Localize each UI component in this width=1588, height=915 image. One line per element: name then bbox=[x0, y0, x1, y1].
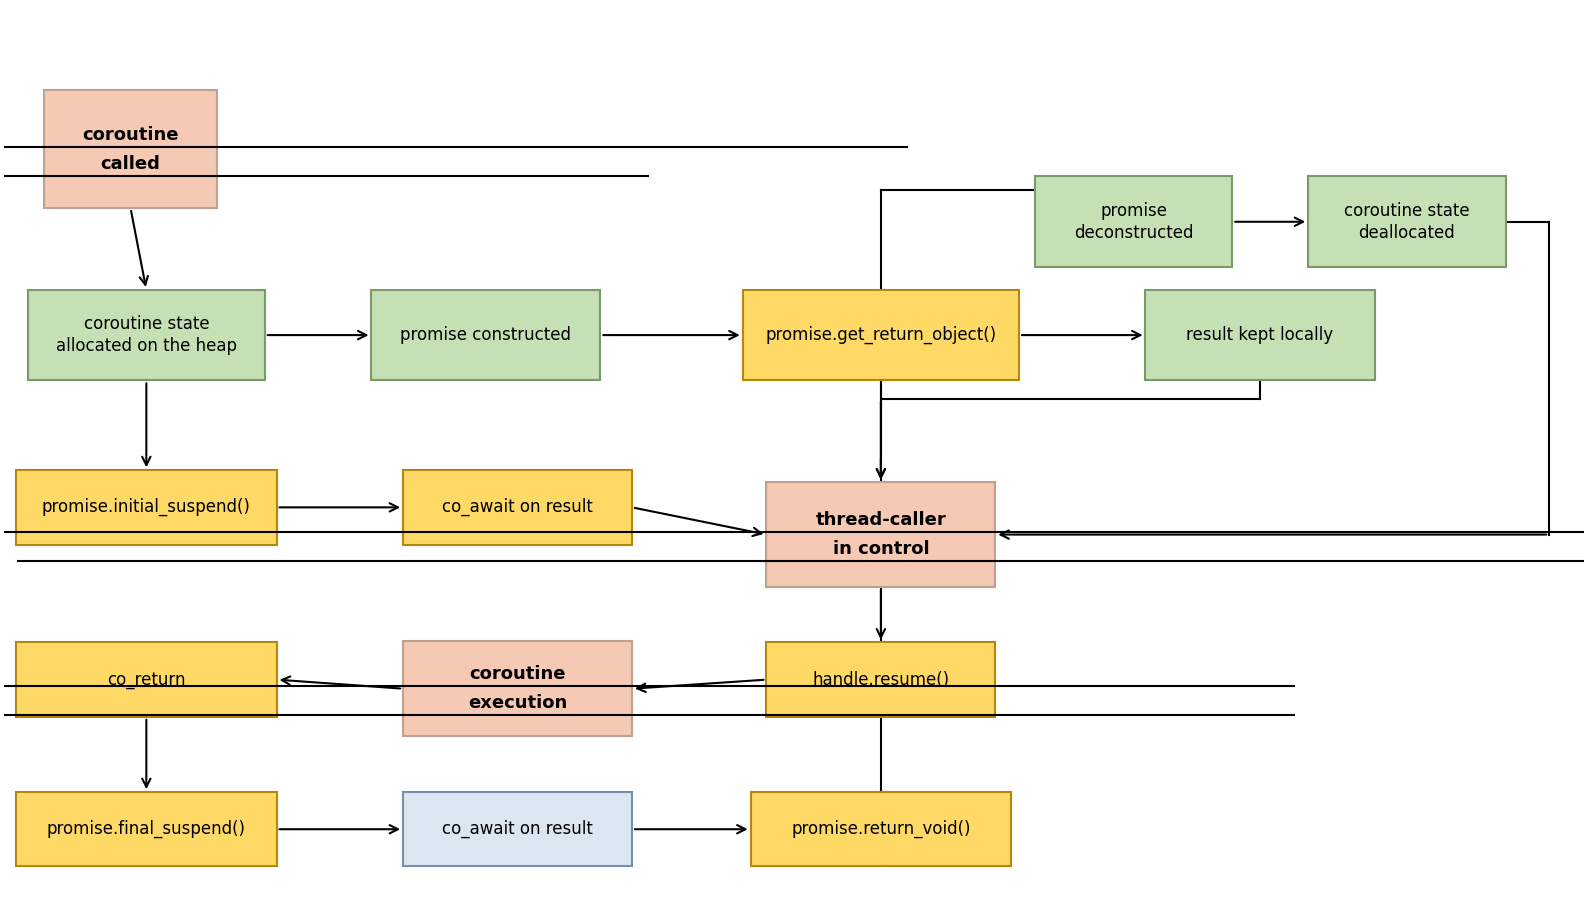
FancyBboxPatch shape bbox=[743, 290, 1019, 381]
FancyBboxPatch shape bbox=[403, 470, 632, 544]
FancyBboxPatch shape bbox=[403, 641, 632, 737]
Text: handle.resume(): handle.resume() bbox=[813, 671, 950, 689]
Text: co_await on result: co_await on result bbox=[441, 820, 592, 838]
FancyBboxPatch shape bbox=[751, 792, 1012, 867]
Text: promise
deconstructed: promise deconstructed bbox=[1073, 201, 1193, 242]
Text: result kept locally: result kept locally bbox=[1186, 326, 1334, 344]
Text: thread-caller: thread-caller bbox=[816, 511, 946, 529]
FancyBboxPatch shape bbox=[403, 792, 632, 867]
Text: in control: in control bbox=[832, 540, 929, 558]
Text: coroutine: coroutine bbox=[83, 125, 179, 144]
FancyBboxPatch shape bbox=[372, 290, 600, 381]
FancyBboxPatch shape bbox=[767, 642, 996, 716]
Text: called: called bbox=[100, 155, 160, 173]
Text: execution: execution bbox=[468, 694, 567, 712]
Text: promise.get_return_object(): promise.get_return_object() bbox=[765, 326, 996, 344]
FancyBboxPatch shape bbox=[16, 792, 276, 867]
Text: coroutine: coroutine bbox=[470, 665, 565, 684]
Text: promise.return_void(): promise.return_void() bbox=[791, 820, 970, 838]
Text: coroutine state
allocated on the heap: coroutine state allocated on the heap bbox=[56, 315, 237, 355]
Text: coroutine state
deallocated: coroutine state deallocated bbox=[1343, 201, 1470, 242]
FancyBboxPatch shape bbox=[29, 290, 265, 381]
FancyBboxPatch shape bbox=[1145, 290, 1375, 381]
Text: promise constructed: promise constructed bbox=[400, 326, 572, 344]
FancyBboxPatch shape bbox=[1309, 177, 1505, 267]
Text: co_await on result: co_await on result bbox=[441, 499, 592, 516]
Text: promise.initial_suspend(): promise.initial_suspend() bbox=[41, 499, 251, 516]
Text: promise.final_suspend(): promise.final_suspend() bbox=[46, 820, 246, 838]
FancyBboxPatch shape bbox=[1035, 177, 1232, 267]
FancyBboxPatch shape bbox=[43, 91, 218, 209]
FancyBboxPatch shape bbox=[16, 642, 276, 716]
Text: co_return: co_return bbox=[106, 671, 186, 689]
FancyBboxPatch shape bbox=[767, 482, 996, 587]
FancyBboxPatch shape bbox=[16, 470, 276, 544]
